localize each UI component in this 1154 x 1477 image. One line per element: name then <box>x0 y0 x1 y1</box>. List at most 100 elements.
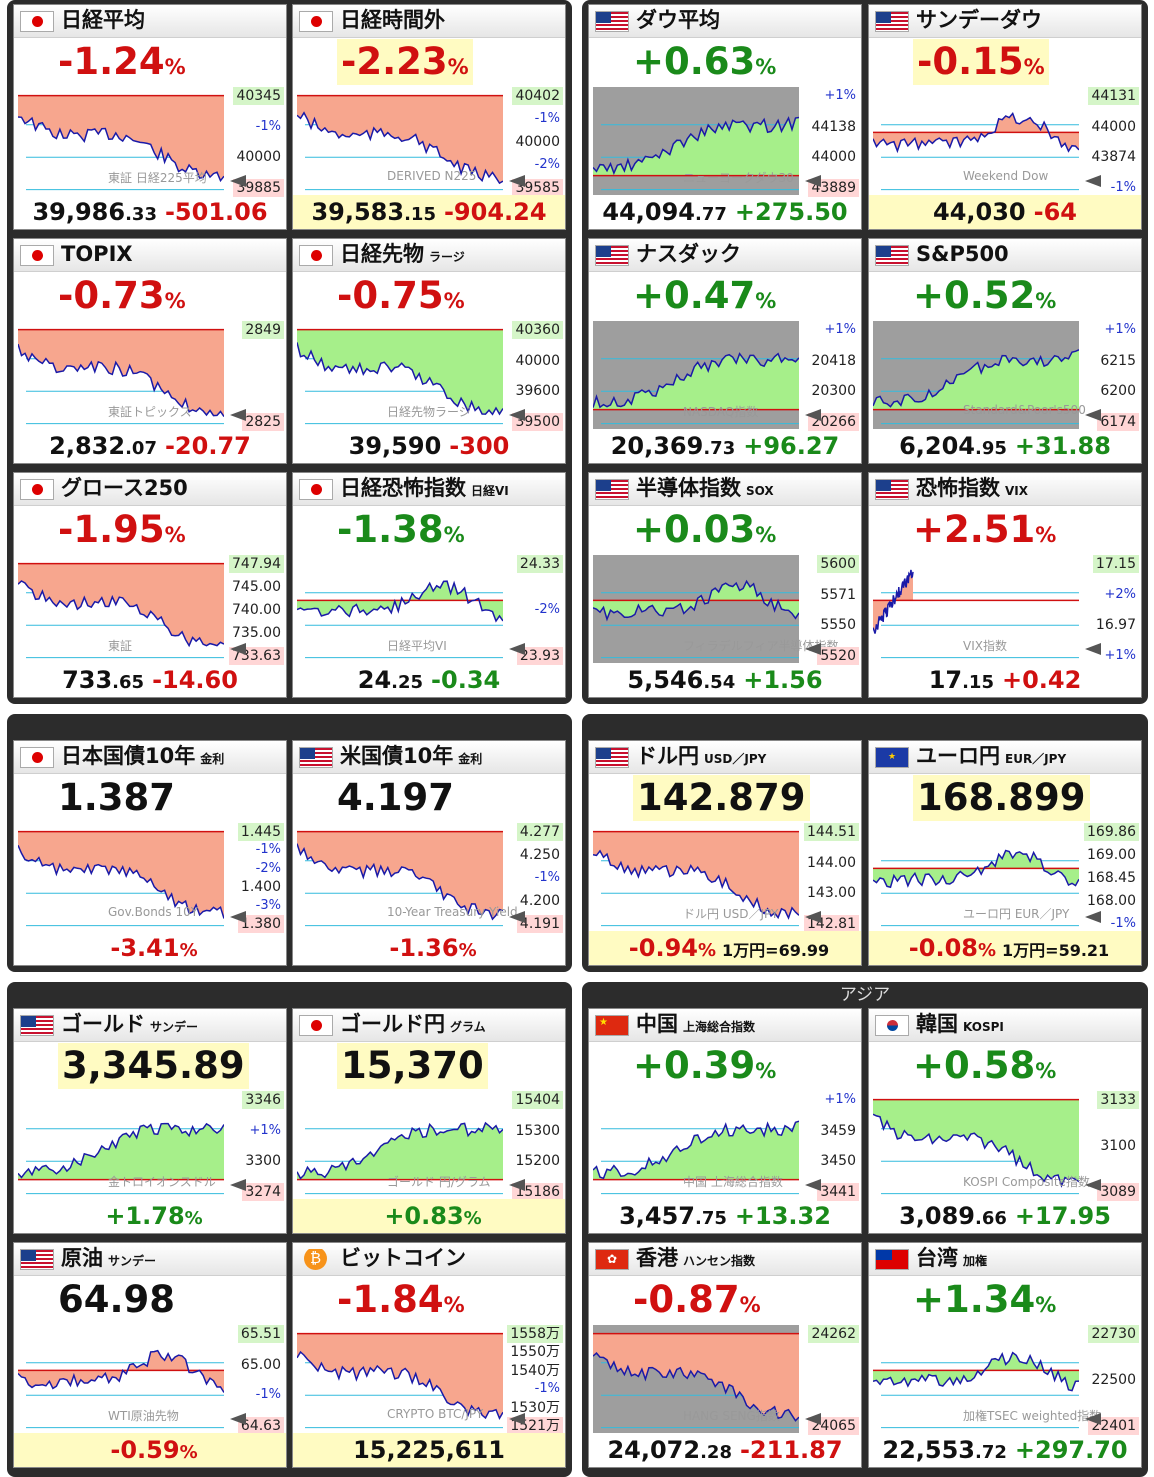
axis-label: -1% <box>534 1381 560 1397</box>
jp-flag-icon <box>20 479 54 500</box>
us-flag-icon <box>595 11 629 32</box>
panel-sp500[interactable]: S&P500 +0.52% Standard&Poor's500 +1% 6215 620… <box>868 238 1142 464</box>
panel-title: S&P500 <box>916 240 1009 269</box>
axis-label: 745.00 <box>232 579 281 595</box>
main-value-unit: % <box>1035 1059 1057 1083</box>
panel-ust10[interactable]: 米国債10年 金利 4.197 10-Year Treasury Yield 4.277… <box>292 740 566 966</box>
axis-label: 6215 <box>1100 352 1136 369</box>
chart-area: VIX指数 17.15 +2% 16.97 +1% <box>873 555 1139 663</box>
price-line <box>873 569 914 634</box>
panel-growth250[interactable]: グロース250 -1.95% 東証 747.94 745.00 740.00 735.00 7… <box>13 472 287 698</box>
price-change-unit: % <box>463 1208 482 1229</box>
axis-label: +1% <box>824 322 856 337</box>
price-change: -0.94 <box>628 934 698 962</box>
panel-bitcoin[interactable]: ビットコイン -1.84% CRYPTO BTC/JPY 1558万1550万1540… <box>292 1242 566 1468</box>
panel-header: グロース250 <box>14 473 286 506</box>
panel-sunday_dow[interactable]: サンデーダウ -0.15% Weekend Dow 44131 44000 43874 -1… <box>868 4 1142 230</box>
axis-label: 1540万 <box>510 1362 560 1379</box>
main-value: -1.95% <box>58 507 186 553</box>
axis-label: 20300 <box>811 383 856 400</box>
chart-watermark: フィラデルフィア半導体指数 <box>683 639 839 653</box>
axis-label: 15300 <box>515 1122 560 1139</box>
axis-label: +1% <box>1104 322 1136 337</box>
chart-watermark: 東証 <box>108 639 133 653</box>
chart-watermark: KOSPI Composite指数 <box>963 1175 1090 1189</box>
panel-nikkei[interactable]: 日経平均 -1.24% 東証 日経225平均 40345 -1% 40000 39885 39… <box>13 4 287 230</box>
chart-watermark: HANG SENG指数 <box>683 1409 780 1423</box>
panel-title-text: 香港 <box>636 1246 678 1270</box>
current-price-decimal: .33 <box>125 204 157 225</box>
chart-watermark: WTI原油先物 <box>108 1409 179 1423</box>
panel-taiwan[interactable]: 台湾 加権 +1.34% 加権TSEC weighted指数 22730 22500 224… <box>868 1242 1142 1468</box>
axis-label: 4.200 <box>519 893 560 909</box>
bottom-values: -3.41% <box>14 931 286 965</box>
axis-label: 747.94 <box>229 555 284 573</box>
axis-label: -2% <box>534 602 560 617</box>
chart-area: 東証 日経225平均 40345 -1% 40000 39885 <box>18 87 284 197</box>
panel-subtitle: 日経VI <box>471 484 509 498</box>
bottom-values: 15,225,611 <box>293 1433 565 1467</box>
current-price-marker-icon <box>230 911 246 923</box>
price-change: -501.06 <box>164 198 268 226</box>
chart-fill-area <box>18 1350 224 1393</box>
axis-label: 44131 <box>1088 87 1139 105</box>
panel-nikkei_after[interactable]: 日経時間外 -2.23% DERIVED N225 40402 -1% 40000 -2% 3… <box>292 4 566 230</box>
main-value: 1.387 <box>58 775 175 821</box>
main-value: +1.34% <box>913 1277 1056 1323</box>
bottom-values: -0.59% <box>14 1433 286 1467</box>
current-price-marker-icon <box>1085 1413 1101 1425</box>
price-change-unit: % <box>179 940 198 961</box>
main-value: +2.51% <box>913 507 1056 553</box>
axis-label: 735.00 <box>232 625 281 641</box>
kr-flag-icon <box>875 1015 909 1036</box>
axis-label: -2% <box>534 157 560 172</box>
panel-title: 原油 サンデー <box>61 1244 156 1276</box>
price-change: +96.27 <box>743 432 840 460</box>
main-value-unit: % <box>755 523 777 547</box>
panel-subtitle: 金利 <box>200 752 225 766</box>
panel-topix[interactable]: TOPIX -0.73% 東証トピックス 2849 2825 2,832.07 -20.77 <box>13 238 287 464</box>
panel-jgb10[interactable]: 日本国債10年 金利 1.387 Gov.Bonds 10Y 1.445 -1% -2% 1.… <box>13 740 287 966</box>
panel-header: ドル円 USD／JPY <box>589 741 861 774</box>
panel-nasdaq[interactable]: ナスダック +0.47% NASDAQ指数 +1% 20418 20300 20266 20,… <box>588 238 862 464</box>
price-line <box>873 1351 1079 1392</box>
panel-title: 日経先物 ラージ <box>340 240 465 272</box>
panel-nikkei_fut[interactable]: 日経先物 ラージ -0.75% 日経先物ラージ 40360 40000 39600 39500… <box>292 238 566 464</box>
axis-label: 3300 <box>245 1153 281 1170</box>
axis-label: 144.51 <box>804 823 859 841</box>
us-flag-icon <box>20 1015 54 1036</box>
us-flag-icon <box>595 479 629 500</box>
chart-watermark: Standard&Poor's500 <box>963 403 1086 417</box>
jp-flag-icon <box>299 479 333 500</box>
panel-gold_yen[interactable]: ゴールド円 グラム 15,370 ゴールド 円/グラム 15404 15300 15200 1… <box>292 1008 566 1234</box>
panel-usdjpy[interactable]: ドル円 USD／JPY 142.879 ドル円 USD／JPY 144.51 144.00… <box>588 740 862 966</box>
main-value: -1.84% <box>337 1277 465 1323</box>
main-value-unit: % <box>1035 289 1057 313</box>
panel-korea[interactable]: 韓国 KOSPI +0.58% KOSPI Composite指数 3133 3100 30… <box>868 1008 1142 1234</box>
price-line <box>593 1120 799 1180</box>
panel-header: ゴールド円 グラム <box>293 1009 565 1042</box>
panel-sox[interactable]: 半導体指数 SOX +0.03% フィラデルフィア半導体指数 5600 5571 5550 5… <box>588 472 862 698</box>
panel-dow[interactable]: ダウ平均 +0.63% ニューヨークダウ30 +1% 44138 44000 43889 44… <box>588 4 862 230</box>
panel-subtitle: SOX <box>746 484 774 498</box>
us-flag-icon <box>20 1249 54 1270</box>
panel-oil[interactable]: 原油 サンデー 64.98 WTI原油先物 65.51 65.00 -1% 64.63 -0.5… <box>13 1242 287 1468</box>
price-line <box>18 116 224 183</box>
panel-nikkei_vi[interactable]: 日経恐怖指数 日経VI -1.38% 日経平均VI 24.33 -2% 23.93 24.25… <box>292 472 566 698</box>
panel-vix[interactable]: 恐怖指数 VIX +2.51% VIX指数 17.15 +2% 16.97 +1% 17.15 +… <box>868 472 1142 698</box>
price-line <box>18 580 224 648</box>
panel-header: S&P500 <box>869 239 1141 272</box>
panel-gold[interactable]: ゴールド サンデー 3,345.89 金トロイオンスドル 3346 +1% 3300 3274… <box>13 1008 287 1234</box>
axis-label: 23.93 <box>516 647 563 665</box>
axis-label: 15186 <box>512 1183 563 1201</box>
axis-label: 22500 <box>1091 1372 1136 1388</box>
current-price: 22,553 <box>882 1436 975 1464</box>
panel-header: 台湾 加権 <box>869 1243 1141 1276</box>
main-value-unit: % <box>164 523 186 547</box>
chart-area: 加権TSEC weighted指数 22730 22500 22401 <box>873 1325 1139 1435</box>
chart-watermark: ゴールド 円/グラム <box>387 1175 491 1189</box>
price-change-unit: % <box>697 940 717 961</box>
